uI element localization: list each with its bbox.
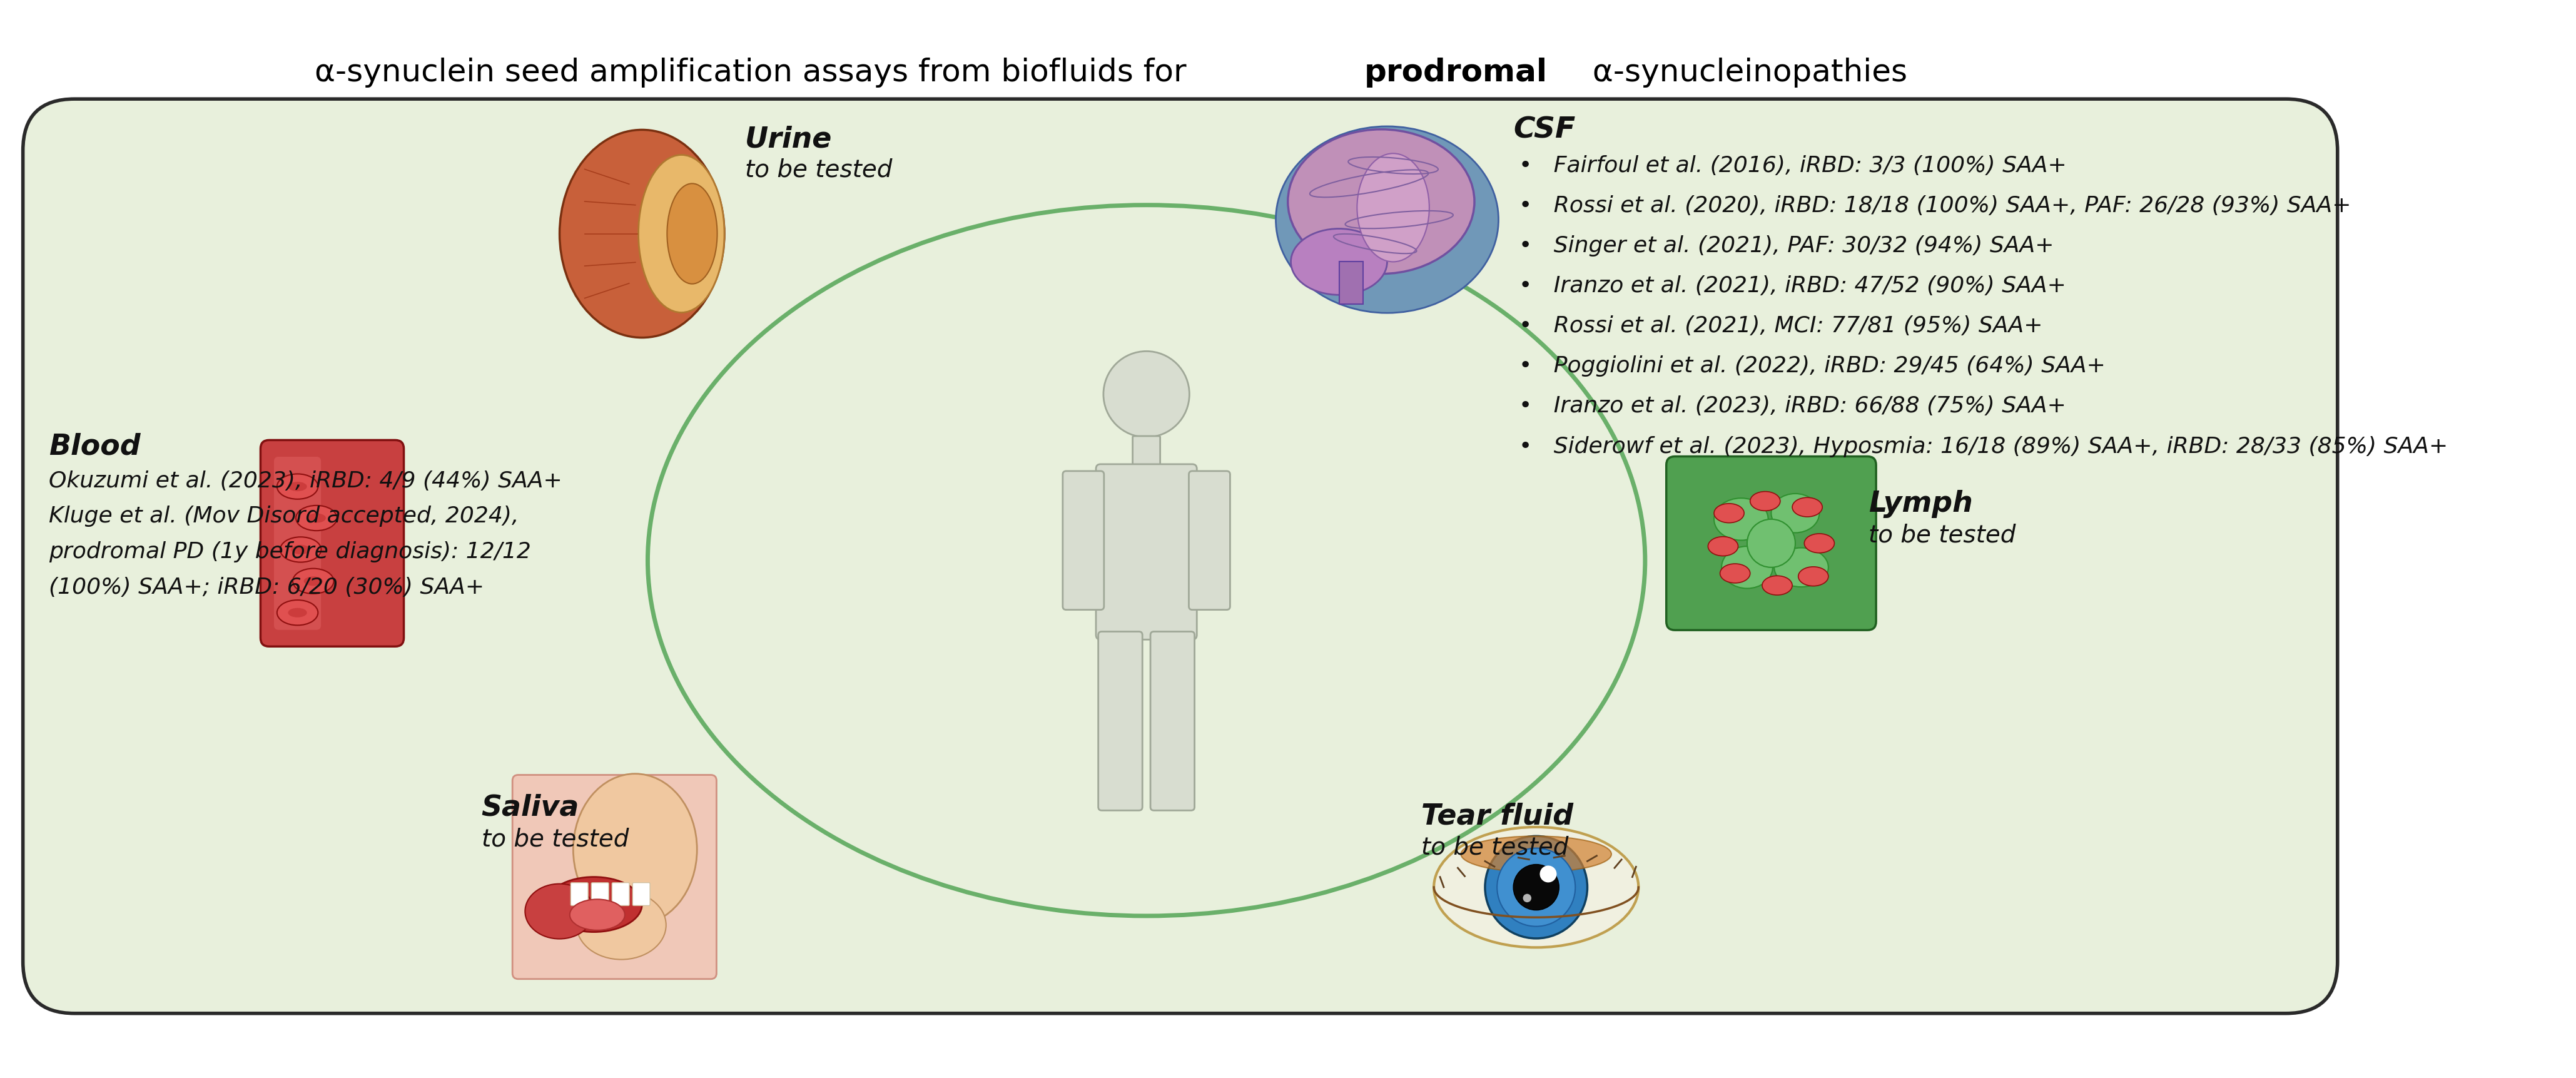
Text: •   Poggiolini et al. (2022), iRBD: 29/45 (64%) SAA+: • Poggiolini et al. (2022), iRBD: 29/45 … (1520, 356, 2105, 376)
Text: •   Siderowf et al. (2023), Hyposmia: 16/18 (89%) SAA+, iRBD: 28/33 (85%) SAA+: • Siderowf et al. (2023), Hyposmia: 16/1… (1520, 436, 2447, 457)
FancyBboxPatch shape (260, 441, 404, 647)
Ellipse shape (278, 474, 317, 499)
Text: to be tested: to be tested (1422, 835, 1569, 859)
FancyBboxPatch shape (1097, 632, 1141, 811)
Circle shape (1484, 837, 1587, 939)
Text: •   Iranzo et al. (2023), iRBD: 66/88 (75%) SAA+: • Iranzo et al. (2023), iRBD: 66/88 (75%… (1520, 396, 2066, 417)
FancyBboxPatch shape (1188, 471, 1231, 610)
FancyArrow shape (1340, 262, 1363, 304)
Ellipse shape (1762, 576, 1793, 595)
Text: Saliva: Saliva (482, 793, 580, 821)
Circle shape (1522, 894, 1530, 902)
FancyBboxPatch shape (1151, 632, 1195, 811)
FancyBboxPatch shape (1064, 471, 1105, 610)
Ellipse shape (546, 877, 641, 932)
Ellipse shape (1721, 547, 1772, 589)
Ellipse shape (639, 155, 724, 313)
FancyBboxPatch shape (23, 99, 2336, 1013)
FancyBboxPatch shape (572, 883, 587, 906)
Ellipse shape (304, 577, 322, 586)
Ellipse shape (278, 600, 317, 625)
Ellipse shape (1435, 827, 1638, 948)
Ellipse shape (569, 899, 626, 930)
Text: to be tested: to be tested (744, 158, 891, 182)
Ellipse shape (1747, 520, 1795, 568)
Ellipse shape (577, 890, 667, 959)
Text: to be tested: to be tested (482, 827, 629, 851)
Ellipse shape (1708, 537, 1739, 556)
Text: Urine: Urine (744, 125, 832, 154)
Text: •   Rossi et al. (2020), iRBD: 18/18 (100%) SAA+, PAF: 26/28 (93%) SAA+: • Rossi et al. (2020), iRBD: 18/18 (100%… (1520, 195, 2352, 217)
Circle shape (1512, 865, 1558, 910)
Ellipse shape (1288, 130, 1473, 274)
FancyBboxPatch shape (1133, 437, 1159, 470)
Text: Blood: Blood (49, 432, 142, 460)
Ellipse shape (1358, 154, 1430, 262)
Ellipse shape (1291, 230, 1386, 295)
Ellipse shape (289, 482, 307, 492)
Ellipse shape (307, 513, 327, 523)
Text: (100%) SAA+; iRBD: 6/20 (30%) SAA+: (100%) SAA+; iRBD: 6/20 (30%) SAA+ (49, 577, 484, 598)
FancyBboxPatch shape (1667, 457, 1875, 631)
Ellipse shape (1749, 492, 1780, 511)
Text: •   Rossi et al. (2021), MCI: 77/81 (95%) SAA+: • Rossi et al. (2021), MCI: 77/81 (95%) … (1520, 315, 2043, 336)
FancyBboxPatch shape (634, 883, 649, 906)
FancyBboxPatch shape (513, 775, 716, 979)
Text: •   Singer et al. (2021), PAF: 30/32 (94%) SAA+: • Singer et al. (2021), PAF: 30/32 (94%)… (1520, 235, 2053, 257)
Ellipse shape (1713, 503, 1744, 523)
Ellipse shape (1803, 534, 1834, 553)
Circle shape (1497, 848, 1577, 926)
Text: prodromal PD (1y before diagnosis): 12/12: prodromal PD (1y before diagnosis): 12/1… (49, 541, 531, 563)
Ellipse shape (1793, 498, 1821, 517)
FancyBboxPatch shape (592, 883, 608, 906)
Ellipse shape (294, 569, 335, 594)
Ellipse shape (296, 506, 337, 531)
Text: •   Fairfoul et al. (2016), iRBD: 3/3 (100%) SAA+: • Fairfoul et al. (2016), iRBD: 3/3 (100… (1520, 155, 2066, 176)
Ellipse shape (574, 774, 698, 925)
Ellipse shape (289, 608, 307, 618)
Ellipse shape (281, 537, 322, 563)
FancyBboxPatch shape (613, 883, 629, 906)
Circle shape (1540, 866, 1556, 883)
Ellipse shape (1461, 837, 1613, 872)
Ellipse shape (559, 130, 724, 338)
Ellipse shape (1798, 567, 1829, 586)
Ellipse shape (1713, 498, 1767, 540)
Ellipse shape (667, 184, 716, 285)
Text: to be tested: to be tested (1868, 523, 2017, 547)
Text: prodromal: prodromal (1365, 57, 1548, 87)
Text: Kluge et al. (Mov Disord accepted, 2024),: Kluge et al. (Mov Disord accepted, 2024)… (49, 506, 518, 527)
FancyBboxPatch shape (1095, 465, 1198, 640)
Text: •   Iranzo et al. (2021), iRBD: 47/52 (90%) SAA+: • Iranzo et al. (2021), iRBD: 47/52 (90%… (1520, 275, 2066, 296)
Text: CSF: CSF (1512, 115, 1577, 144)
Text: α-synucleinopathies: α-synucleinopathies (1582, 57, 1906, 87)
Ellipse shape (291, 545, 309, 554)
Ellipse shape (1275, 127, 1499, 314)
Text: Tear fluid: Tear fluid (1422, 802, 1574, 830)
Ellipse shape (1775, 548, 1829, 588)
Circle shape (1103, 351, 1190, 438)
Text: α-synuclein seed amplification assays from biofluids for: α-synuclein seed amplification assays fr… (314, 57, 1198, 87)
FancyBboxPatch shape (273, 457, 322, 631)
Text: Lymph: Lymph (1868, 489, 1973, 517)
Ellipse shape (1721, 564, 1749, 583)
Ellipse shape (1772, 494, 1819, 533)
Text: Okuzumi et al. (2023), iRBD: 4/9 (44%) SAA+: Okuzumi et al. (2023), iRBD: 4/9 (44%) S… (49, 470, 562, 492)
Ellipse shape (526, 884, 595, 939)
